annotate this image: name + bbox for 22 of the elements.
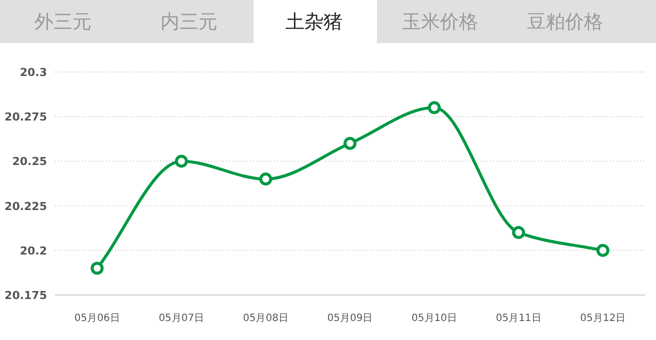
x-tick-label: 05月09日: [327, 313, 373, 324]
x-tick-label: 05月08日: [242, 313, 288, 324]
x-tick-label: 05月10日: [412, 313, 458, 324]
y-tick-label: 20.3: [20, 66, 47, 79]
tabs: 外三元 内三元 土杂猪 玉米价格 豆粕价格: [0, 0, 656, 43]
point: [428, 101, 441, 114]
point: [344, 136, 356, 150]
y-tick-label: 20.175: [4, 289, 47, 302]
y-tick-label: 20.275: [4, 110, 47, 124]
y-tick-label: 20.2: [20, 244, 47, 258]
point: [90, 262, 104, 275]
chart-title: 土杂猪: [285, 11, 342, 33]
x-tick-label: 05月11日: [496, 313, 542, 324]
point: [512, 226, 526, 240]
x-tick-label: 05月06日: [74, 313, 120, 324]
point: [259, 172, 272, 186]
point: [596, 244, 610, 257]
y-tick-label: 20.225: [4, 200, 47, 213]
y-tick-label: 20.25: [12, 155, 47, 168]
x-tick-label: 05月07日: [158, 313, 204, 324]
point: [174, 154, 188, 168]
x-tick-label: 05月12日: [580, 313, 626, 324]
